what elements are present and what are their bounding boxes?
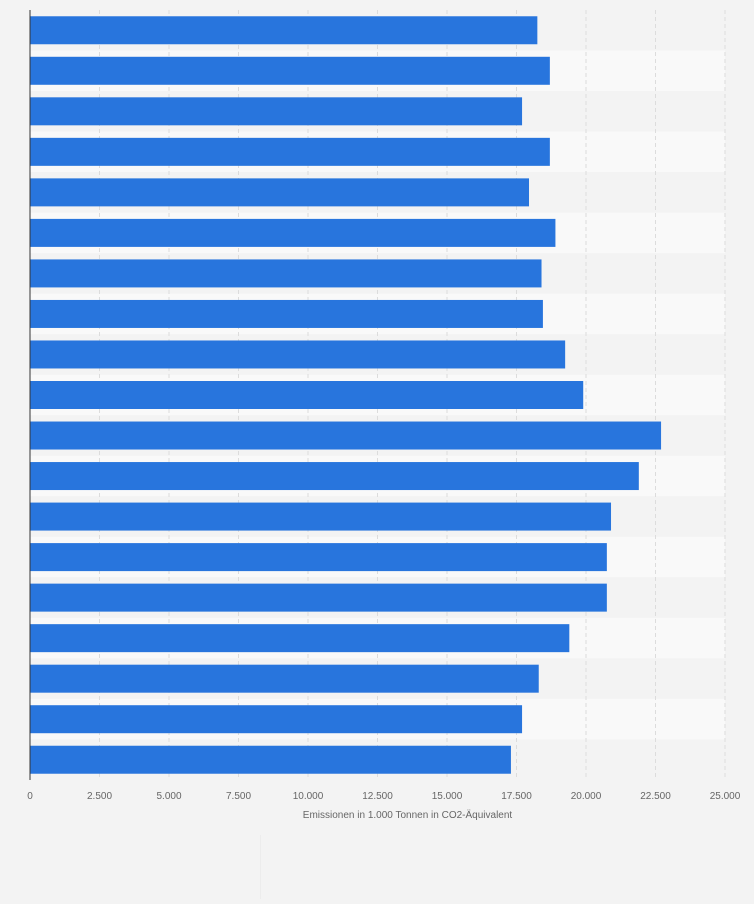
bar[interactable] bbox=[30, 502, 612, 531]
x-tick-label: 5.000 bbox=[156, 791, 181, 802]
x-tick-label: 10.000 bbox=[293, 791, 324, 802]
bar[interactable] bbox=[30, 218, 556, 247]
footer-divider bbox=[260, 835, 261, 899]
bar[interactable] bbox=[30, 462, 639, 491]
x-tick-label: 22.500 bbox=[640, 791, 671, 802]
x-tick-labels: 0 2.500 5.000 7.500 10.000 12.500 15.000 17.500… bbox=[27, 791, 741, 802]
bar[interactable] bbox=[30, 97, 523, 126]
bar[interactable] bbox=[30, 259, 542, 288]
bar[interactable] bbox=[30, 583, 607, 612]
bar[interactable] bbox=[30, 340, 566, 369]
x-tick-label: 0 bbox=[27, 791, 33, 802]
bar[interactable] bbox=[30, 624, 570, 653]
bar[interactable] bbox=[30, 705, 523, 734]
bar[interactable] bbox=[30, 299, 543, 328]
bar[interactable] bbox=[30, 178, 530, 207]
bar[interactable] bbox=[30, 16, 538, 45]
x-tick-label: 25.000 bbox=[710, 791, 741, 802]
x-tick-label: 15.000 bbox=[432, 791, 463, 802]
bar[interactable] bbox=[30, 664, 539, 693]
bar[interactable] bbox=[30, 381, 584, 409]
x-tick-label: 17.500 bbox=[501, 791, 532, 802]
x-tick-label: 2.500 bbox=[87, 791, 112, 802]
x-axis-label: Emissionen in 1.000 Tonnen in CO2-Äquiva… bbox=[303, 809, 513, 821]
x-tick-label: 12.500 bbox=[362, 791, 393, 802]
bar[interactable] bbox=[30, 745, 511, 774]
bar[interactable] bbox=[30, 543, 607, 572]
bars-group bbox=[30, 16, 662, 774]
bar[interactable] bbox=[30, 421, 662, 450]
x-tick-label: 20.000 bbox=[571, 791, 602, 802]
bar[interactable] bbox=[30, 137, 550, 166]
x-tick-label: 7.500 bbox=[226, 791, 251, 802]
bar[interactable] bbox=[30, 56, 550, 85]
